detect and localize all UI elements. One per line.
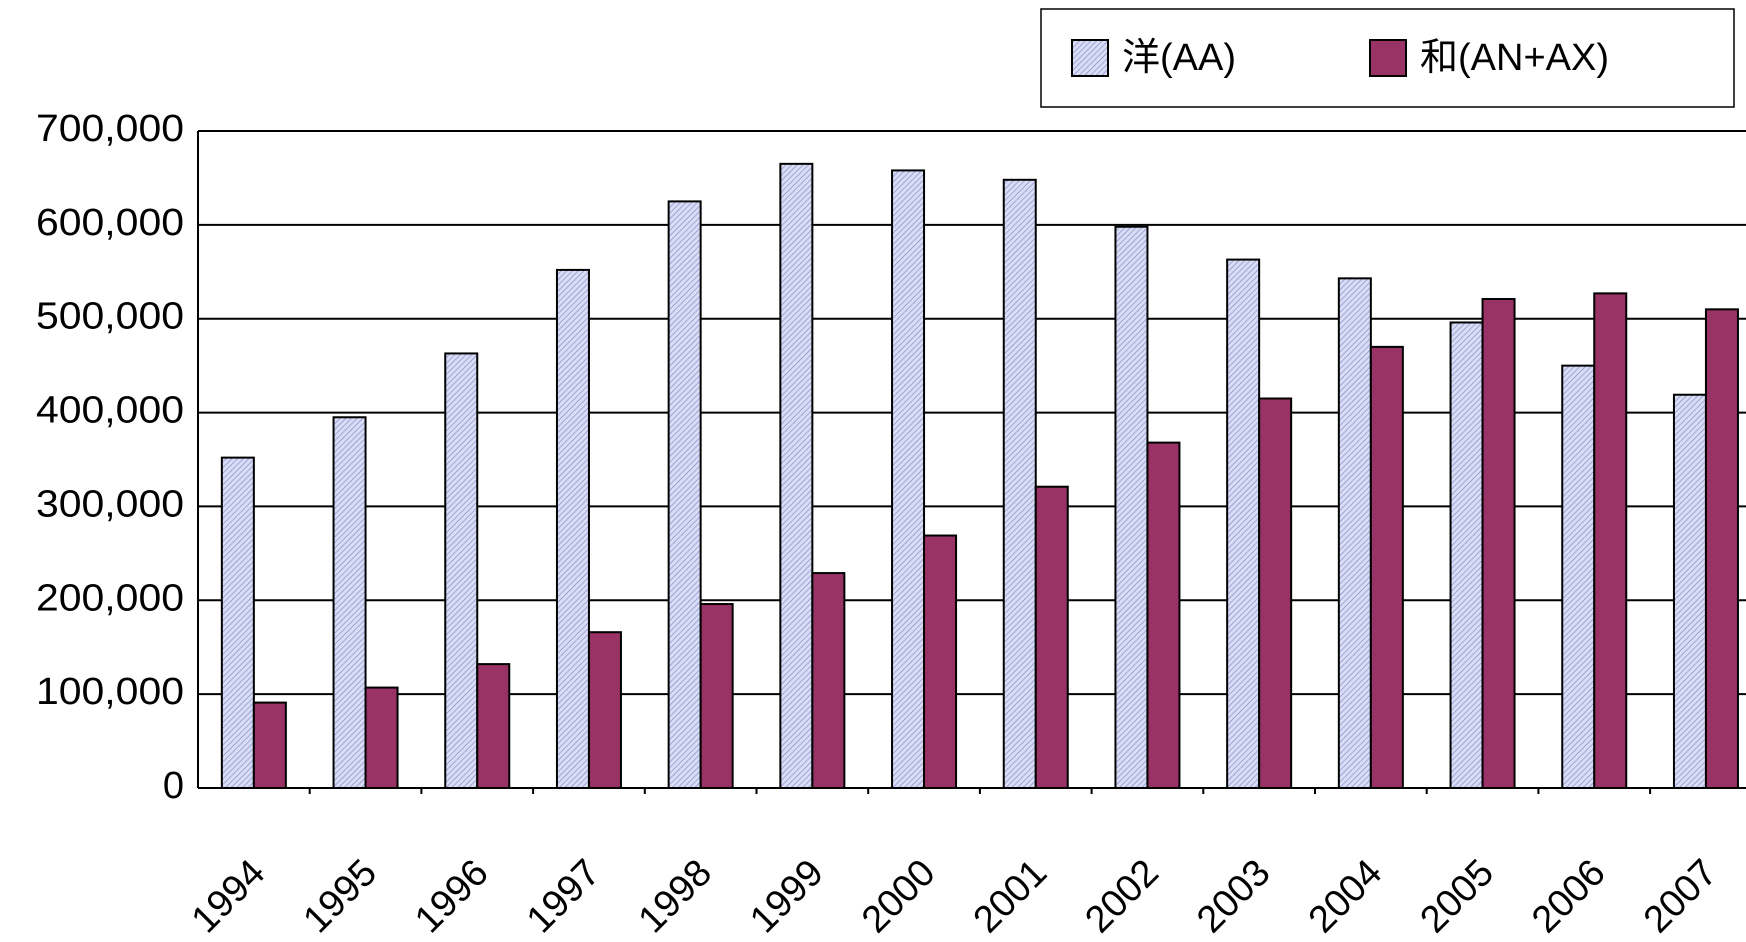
bar <box>779 162 814 790</box>
bar <box>332 416 367 789</box>
x-tick-label: 1995 <box>296 852 385 941</box>
legend-label: 洋(AA) <box>1122 37 1236 79</box>
y-tick-label: 0 <box>163 765 184 807</box>
x-tick-label: 1997 <box>519 852 608 941</box>
x-tick-label: 1996 <box>407 852 496 941</box>
bar <box>252 701 287 790</box>
y-tick-label: 700,000 <box>36 108 184 150</box>
bar <box>1481 298 1516 789</box>
bar <box>1114 225 1149 789</box>
bar <box>811 572 846 789</box>
x-tick-label: 2002 <box>1077 852 1166 941</box>
x-tick-label: 2003 <box>1189 852 1278 941</box>
bar <box>587 631 622 789</box>
bar <box>364 686 399 790</box>
y-tick-label: 300,000 <box>36 483 184 525</box>
x-tick-label: 2005 <box>1413 852 1502 941</box>
x-tick-label: 1998 <box>631 852 720 941</box>
bar <box>1146 441 1181 789</box>
x-tick-label: 2004 <box>1301 852 1390 941</box>
bar <box>444 352 479 789</box>
bar <box>1561 364 1596 789</box>
x-tick-label: 2001 <box>966 852 1055 941</box>
bar <box>1337 277 1372 789</box>
bar <box>1034 485 1069 789</box>
y-tick-label: 200,000 <box>36 577 184 619</box>
bar <box>476 663 511 790</box>
bar <box>1369 345 1404 789</box>
bar <box>699 603 734 789</box>
bar <box>220 456 255 789</box>
bar <box>1704 308 1739 789</box>
x-tick-label: 2000 <box>854 852 943 941</box>
x-tick-label: 2007 <box>1636 852 1725 941</box>
legend-swatch <box>1369 39 1407 77</box>
y-tick-label: 400,000 <box>36 390 184 432</box>
bar <box>555 268 590 789</box>
x-tick-label: 1999 <box>742 852 831 941</box>
y-tick-label: 600,000 <box>36 202 184 244</box>
bar <box>1258 397 1293 789</box>
bar <box>923 534 958 789</box>
y-tick-label: 100,000 <box>36 671 184 713</box>
x-tick-label: 2006 <box>1524 852 1613 941</box>
bar <box>1002 178 1037 789</box>
x-tick-label: 1994 <box>184 852 273 941</box>
bar <box>1449 321 1484 789</box>
bar <box>891 169 926 790</box>
bar <box>1593 292 1628 789</box>
bar <box>1226 258 1261 789</box>
bar <box>667 200 702 789</box>
y-tick-label: 500,000 <box>36 296 184 338</box>
legend-label: 和(AN+AX) <box>1420 37 1609 79</box>
legend-swatch <box>1071 39 1109 77</box>
bar <box>1672 393 1707 789</box>
